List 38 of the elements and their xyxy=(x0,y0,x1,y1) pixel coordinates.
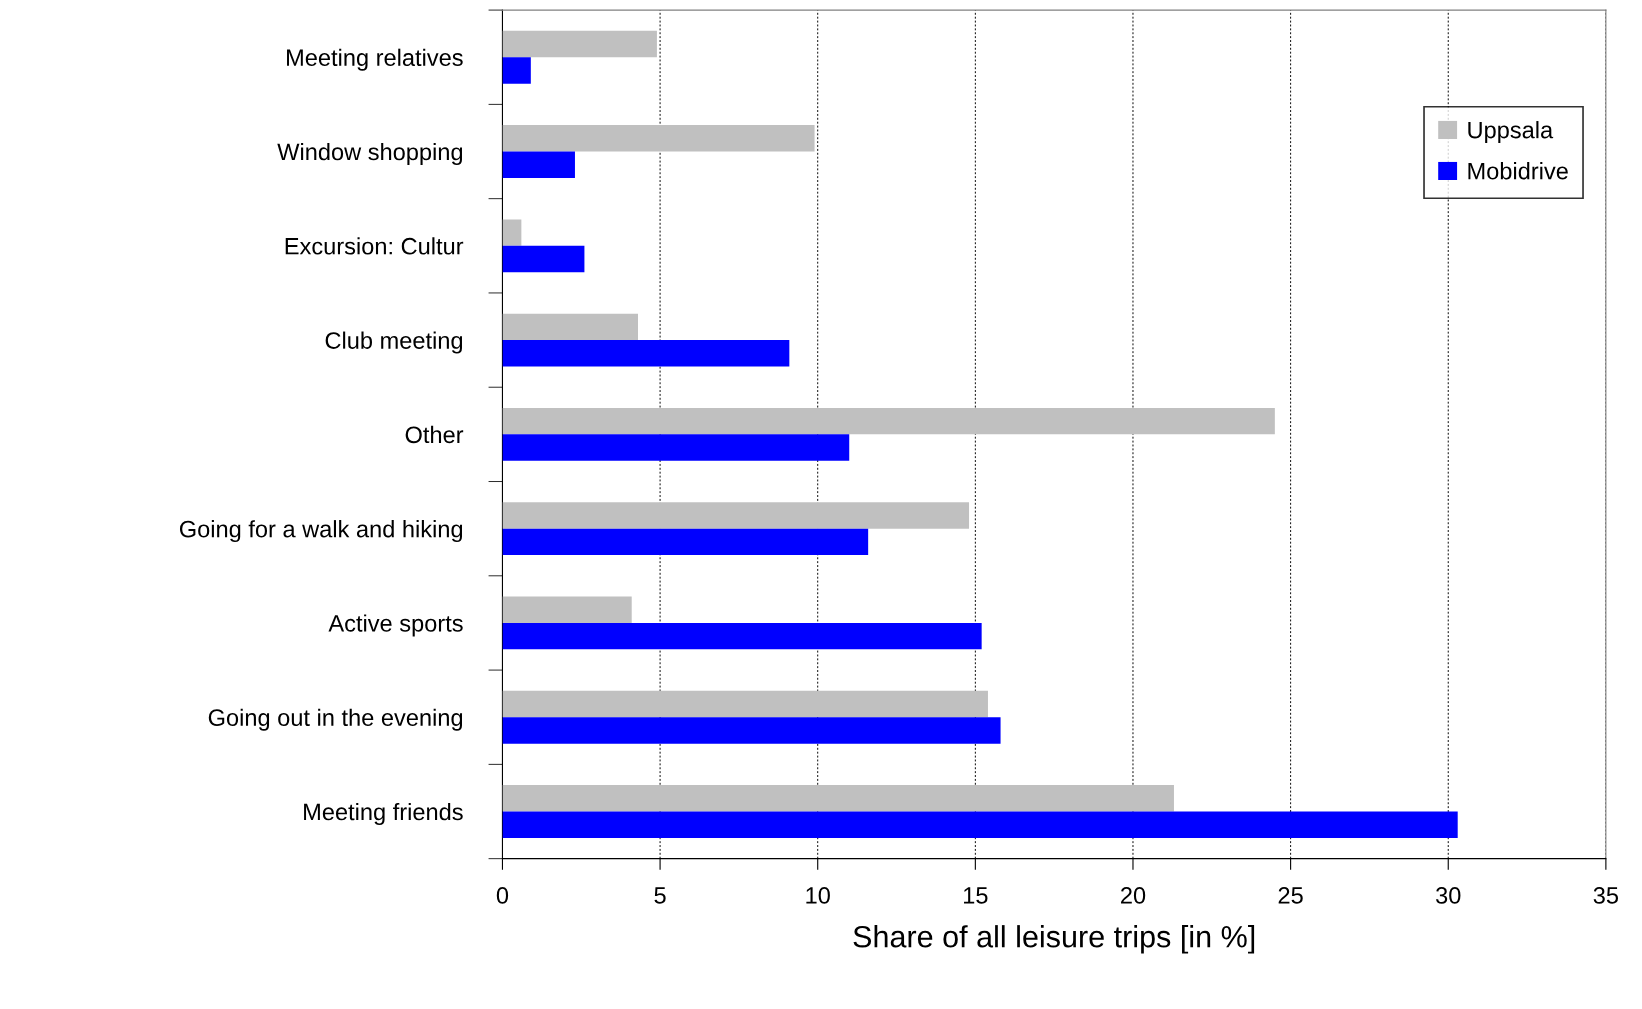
y-tick-label: Window shopping xyxy=(277,142,463,165)
legend-label: Mobidrive xyxy=(1468,162,1568,180)
bar xyxy=(502,30,657,58)
bar xyxy=(502,690,988,718)
x-tick-label: 20 xyxy=(1121,887,1146,904)
bar xyxy=(502,528,869,556)
x-tick-label: 15 xyxy=(964,887,988,904)
y-tick-label: Meeting friends xyxy=(304,802,463,825)
bar xyxy=(502,340,790,367)
x-tick-label: 25 xyxy=(1278,887,1303,904)
bar xyxy=(502,502,970,529)
y-tick-label: Going out in the evening xyxy=(208,708,463,731)
y-tick-label: Active sports xyxy=(328,614,463,637)
bar xyxy=(502,407,1275,435)
legend-label: Uppsala xyxy=(1468,121,1554,144)
y-tick-label: Meeting relatives xyxy=(287,48,463,71)
y-tick-label: Going for a walk and hiking xyxy=(179,520,463,543)
x-tick-label: 10 xyxy=(806,887,830,904)
x-axis-title: Share of all leisure trips [in %] xyxy=(853,925,1255,954)
x-tick-label: 5 xyxy=(654,887,666,904)
y-tick-label: Excursion: Cultur xyxy=(285,237,464,255)
x-tick-label: 0 xyxy=(496,887,509,904)
bar xyxy=(502,151,575,178)
bar xyxy=(502,245,585,273)
bar xyxy=(502,717,1001,744)
x-tick-label: 35 xyxy=(1593,887,1619,904)
y-tick-label: Club meeting xyxy=(325,331,463,354)
bar xyxy=(502,785,1174,812)
x-tick-label: 30 xyxy=(1436,887,1461,904)
bar xyxy=(502,596,632,623)
bar xyxy=(502,811,1458,838)
bar xyxy=(502,313,639,341)
bar xyxy=(502,622,982,650)
bar xyxy=(502,434,850,461)
bar xyxy=(502,219,522,246)
bar xyxy=(502,57,531,84)
bar xyxy=(502,125,815,152)
y-tick-label: Other xyxy=(405,425,464,444)
